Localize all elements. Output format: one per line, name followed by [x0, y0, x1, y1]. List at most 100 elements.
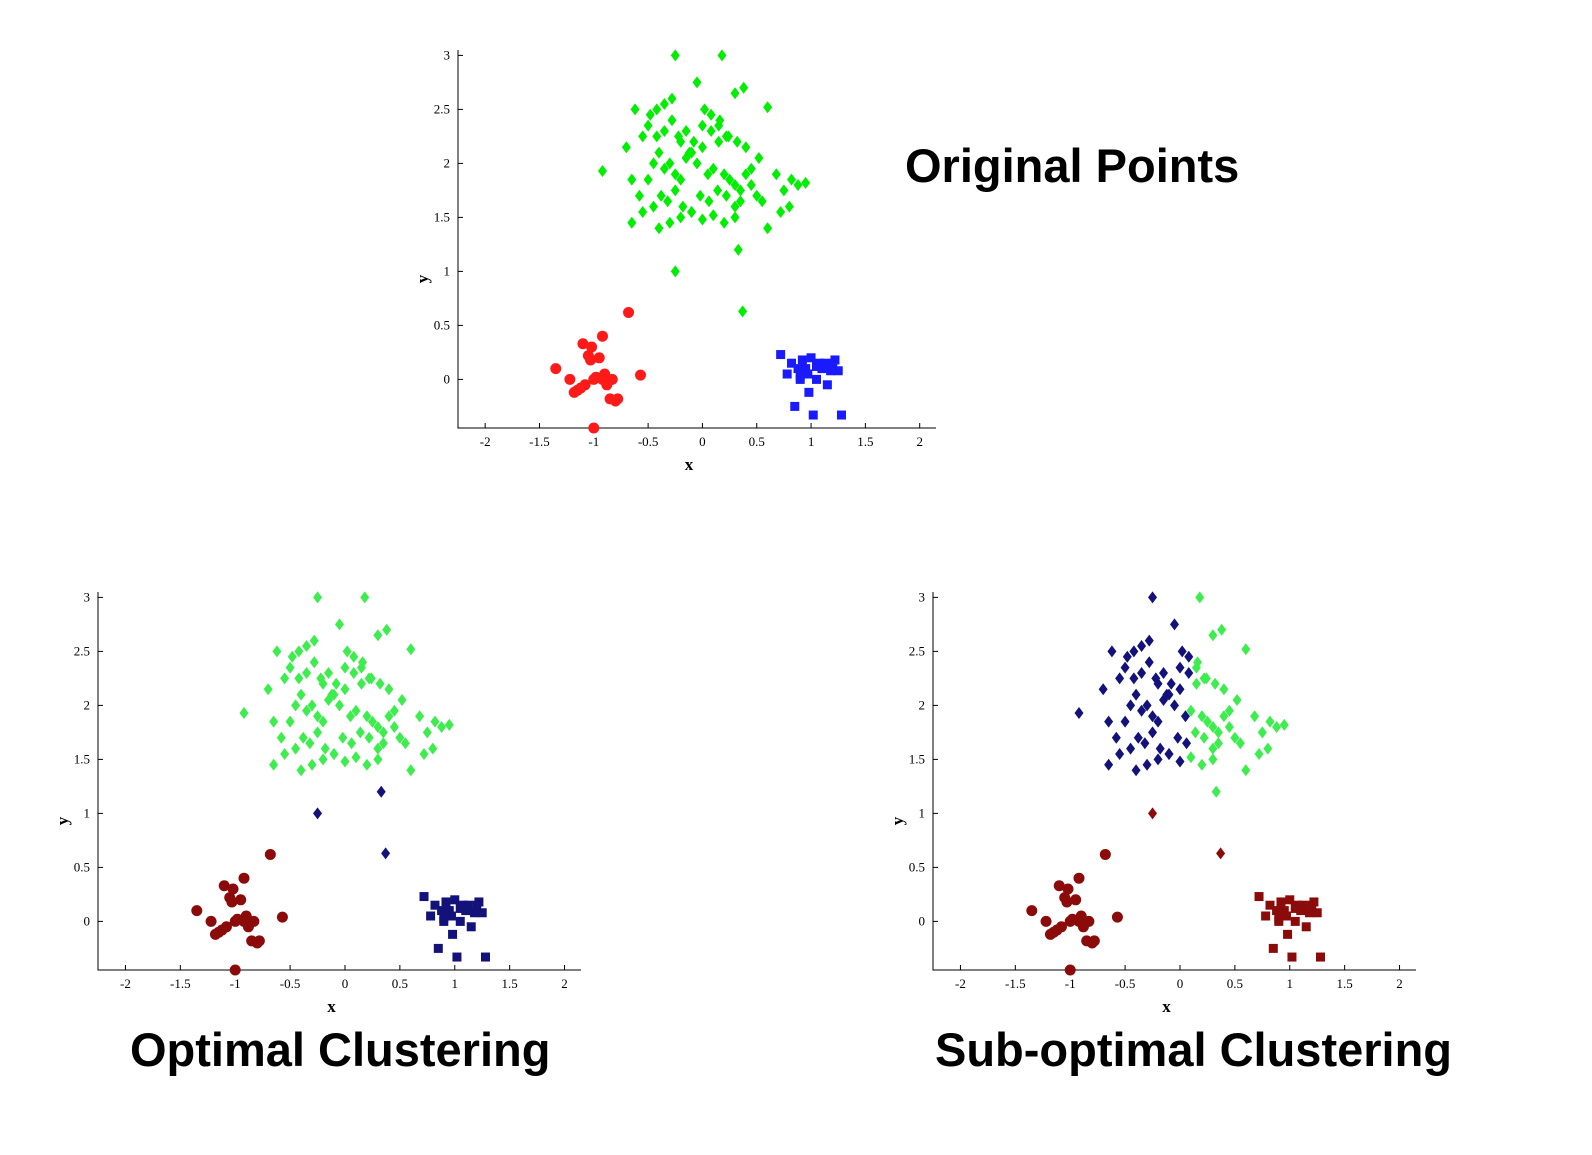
data-point-diamond: [340, 683, 350, 696]
data-point-diamond: [296, 688, 306, 701]
x-tick-label: 0: [342, 976, 349, 991]
data-point-square: [826, 366, 836, 376]
data-point-diamond: [302, 704, 312, 717]
data-point-diamond: [1155, 742, 1165, 755]
data-point-diamond: [1177, 645, 1187, 658]
data-point-circle: [229, 964, 241, 976]
data-point-square: [474, 897, 484, 907]
axes-frame: [97, 592, 581, 971]
y-tick-label: 3: [444, 47, 451, 62]
data-point-diamond: [355, 726, 365, 739]
y-axis-label: y: [53, 816, 72, 825]
data-point-square: [806, 353, 816, 363]
data-point-diamond: [294, 672, 304, 685]
data-point-diamond: [1142, 758, 1152, 771]
data-point-diamond: [700, 103, 710, 116]
y-tick-label: 2.5: [74, 643, 90, 658]
x-tick-label: 1.5: [1337, 976, 1353, 991]
data-point-diamond: [335, 699, 344, 712]
y-tick-label: 2.5: [434, 101, 450, 116]
data-point-diamond: [692, 76, 702, 89]
data-point-diamond: [706, 125, 716, 137]
data-point-diamond: [1153, 715, 1163, 728]
data-point-circle: [238, 872, 250, 884]
data-point-diamond: [329, 688, 339, 701]
data-point-square: [466, 922, 476, 932]
data-point-diamond: [733, 243, 743, 256]
data-point-diamond: [1173, 731, 1183, 744]
data-point-diamond: [1137, 704, 1147, 717]
data-point-square: [419, 892, 429, 902]
data-point-square: [830, 355, 840, 365]
data-point-square: [1272, 906, 1282, 916]
data-point-diamond: [1208, 742, 1218, 755]
data-point-diamond: [1232, 694, 1242, 706]
data-point-circle: [1062, 883, 1074, 895]
data-point-diamond: [719, 168, 729, 181]
data-point-diamond: [1272, 721, 1282, 733]
data-point-diamond: [1213, 726, 1223, 739]
data-point-circle: [1073, 915, 1085, 927]
y-tick-label: 2: [84, 697, 91, 712]
data-point-circle: [226, 896, 238, 908]
data-point-diamond: [342, 645, 352, 658]
data-point-diamond: [1120, 715, 1130, 728]
data-point-diamond: [793, 179, 803, 191]
x-tick-label: 1.5: [857, 434, 873, 449]
data-point-circle: [596, 330, 608, 342]
x-tick-label: 2: [1396, 976, 1403, 991]
data-point-diamond: [419, 748, 429, 760]
data-point-diamond: [318, 753, 328, 766]
data-point-square: [441, 897, 451, 907]
data-point-square: [455, 903, 465, 913]
data-point-diamond: [746, 162, 756, 175]
data-point-diamond: [1175, 755, 1185, 768]
data-point-diamond: [741, 141, 751, 154]
data-point-diamond: [719, 216, 729, 229]
data-point-diamond: [367, 715, 377, 728]
data-point-circle: [1053, 880, 1065, 892]
data-point-diamond: [320, 742, 330, 755]
data-point-diamond: [713, 184, 723, 197]
data-point-diamond: [1129, 672, 1139, 685]
x-axis-label: x: [685, 455, 694, 474]
data-point-square: [1276, 897, 1286, 907]
data-point-diamond: [667, 92, 677, 105]
data-point-diamond: [746, 179, 756, 191]
data-point-diamond: [665, 157, 675, 170]
data-point-diamond: [721, 189, 731, 202]
data-point-diamond: [1241, 764, 1251, 777]
data-point-circle: [612, 393, 624, 405]
data-point-circle: [593, 352, 605, 364]
data-point-diamond: [373, 753, 383, 766]
x-tick-label: -0.5: [1115, 976, 1136, 991]
data-point-diamond: [298, 731, 308, 744]
data-point-square: [795, 371, 805, 381]
data-point-diamond: [406, 643, 416, 656]
data-point-square: [450, 895, 460, 905]
data-point-diamond: [670, 184, 680, 197]
data-point-diamond: [351, 704, 361, 717]
data-point-diamond: [302, 640, 312, 652]
data-point-diamond: [706, 108, 716, 121]
x-tick-label: -1: [1065, 976, 1076, 991]
y-tick-label: 2: [919, 697, 926, 712]
data-point-diamond: [730, 87, 740, 100]
data-point-diamond: [1250, 710, 1260, 723]
data-point-circle: [1111, 911, 1123, 923]
x-tick-label: 1.5: [502, 976, 518, 991]
data-point-diamond: [382, 623, 392, 636]
data-point-diamond: [659, 98, 669, 110]
y-axis-label: y: [888, 816, 907, 825]
data-point-circle: [1064, 964, 1076, 976]
data-point-diamond: [1170, 699, 1179, 712]
data-point-diamond: [1195, 591, 1205, 604]
y-tick-label: 1.5: [434, 209, 450, 224]
data-point-circle: [1040, 915, 1052, 927]
x-tick-label: -2: [955, 976, 966, 991]
data-point-diamond: [1137, 667, 1147, 679]
data-point-diamond: [708, 209, 718, 222]
data-point-diamond: [739, 81, 749, 94]
data-point-circle: [235, 894, 247, 906]
data-point-square: [1290, 903, 1300, 913]
